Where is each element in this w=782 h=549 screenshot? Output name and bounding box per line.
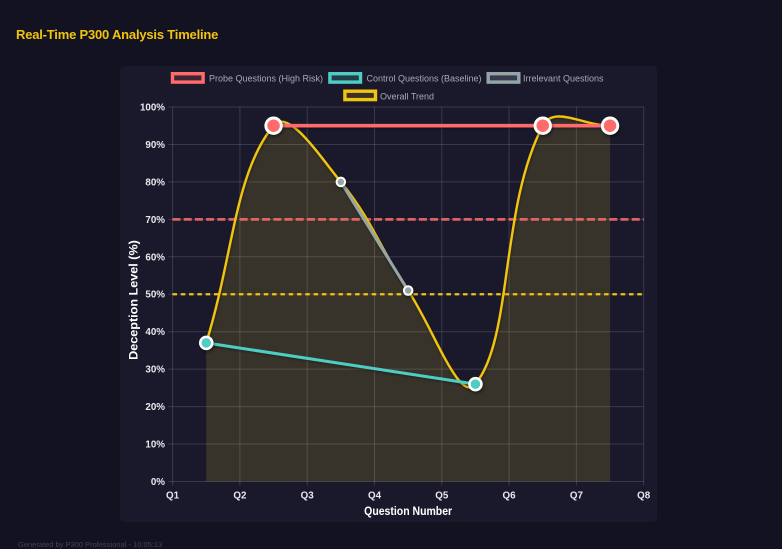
svg-text:30%: 30%: [145, 365, 165, 376]
svg-text:Q2: Q2: [233, 491, 247, 502]
svg-text:Question Number: Question Number: [364, 505, 453, 518]
svg-text:Q8: Q8: [637, 491, 651, 502]
svg-text:10%: 10%: [145, 440, 165, 451]
svg-text:Control Questions (Baseline): Control Questions (Baseline): [367, 74, 482, 84]
svg-text:Irrelevant Questions: Irrelevant Questions: [523, 74, 604, 84]
svg-text:100%: 100%: [140, 102, 165, 113]
svg-text:Overall Trend: Overall Trend: [380, 91, 434, 101]
svg-text:50%: 50%: [145, 290, 165, 301]
svg-text:80%: 80%: [145, 177, 165, 188]
svg-text:90%: 90%: [145, 140, 165, 151]
svg-text:Q5: Q5: [435, 491, 449, 502]
svg-text:0%: 0%: [151, 477, 165, 488]
svg-text:Q4: Q4: [368, 491, 382, 502]
svg-text:Q7: Q7: [570, 491, 584, 502]
svg-text:70%: 70%: [145, 215, 165, 226]
svg-text:20%: 20%: [145, 402, 165, 413]
svg-text:60%: 60%: [145, 252, 165, 263]
svg-text:Q6: Q6: [503, 491, 517, 502]
svg-text:Q3: Q3: [301, 491, 315, 502]
svg-text:Q1: Q1: [166, 491, 180, 502]
svg-text:Deception Level (%): Deception Level (%): [127, 240, 141, 360]
svg-text:Probe Questions (High Risk): Probe Questions (High Risk): [209, 74, 323, 84]
svg-text:40%: 40%: [145, 327, 165, 338]
